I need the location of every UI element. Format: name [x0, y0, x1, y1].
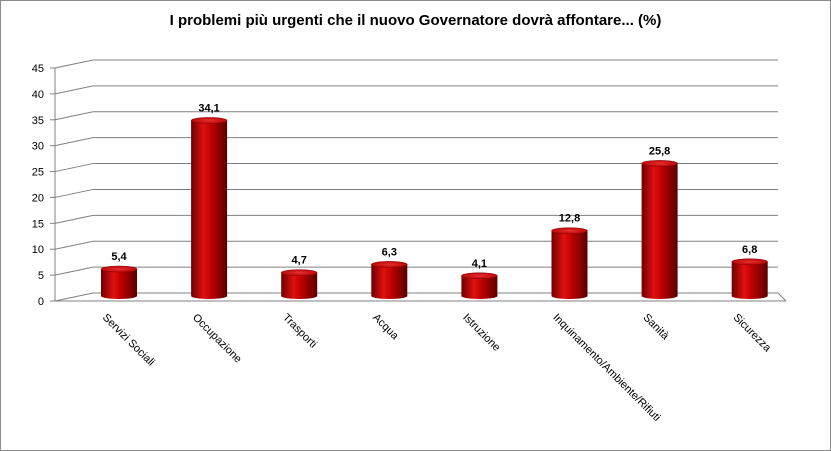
bar-top [731, 258, 768, 266]
y-tick-label: 5 [38, 270, 44, 282]
gridline-side [54, 240, 94, 250]
gridline-side [54, 111, 94, 121]
bar-top [100, 265, 138, 273]
data-label: 12,8 [559, 213, 580, 225]
data-label: 4,1 [472, 258, 487, 270]
bar-body [101, 269, 137, 299]
bar-6 [551, 227, 588, 299]
x-tick-label: Inquinamento/Ambiente/Rifiuti [550, 312, 662, 424]
x-tick-label: Trasporti [280, 312, 319, 351]
gridline-side [54, 214, 94, 224]
x-tick-label: Occupazione [190, 312, 244, 366]
data-label: 25,8 [649, 145, 670, 157]
gridline-side [54, 266, 94, 276]
bar-body [371, 264, 408, 299]
bar-top [190, 117, 228, 124]
x-tick-label: Istruzione [460, 312, 502, 354]
y-tick-label: 30 [32, 141, 44, 153]
gridline-side [54, 85, 94, 95]
data-label: 4,7 [292, 255, 307, 267]
bar-body [731, 261, 768, 299]
data-label: 6,8 [742, 244, 757, 256]
data-label: 34,1 [198, 102, 219, 114]
bar-8 [731, 258, 768, 299]
bar-7 [641, 160, 678, 299]
gridline-side [54, 188, 94, 198]
gridline-side [54, 163, 94, 173]
gridline-side [54, 292, 94, 302]
bar-3 [280, 269, 318, 299]
x-tick-label: Acqua [370, 312, 401, 343]
y-tick-label: 25 [32, 167, 44, 179]
bar-1 [100, 265, 138, 299]
data-label: 5,4 [111, 251, 127, 263]
gridline-side [54, 137, 94, 147]
x-tick-label: Sicurezza [731, 312, 774, 355]
y-tick-label: 20 [32, 192, 44, 204]
floor-right-edge [777, 292, 787, 302]
bar-body [551, 230, 588, 299]
y-tick-label: 40 [32, 89, 44, 101]
x-tick-label: Sanità [640, 312, 671, 343]
y-tick-label: 15 [32, 218, 44, 230]
bar-top [280, 269, 318, 276]
bar-body [641, 163, 678, 299]
bar-body [191, 120, 228, 299]
y-tick-label: 10 [32, 244, 44, 256]
y-tick-label: 0 [38, 296, 44, 308]
chart-title: I problemi più urgenti che il nuovo Gove… [169, 12, 662, 29]
x-tick-label: Servizi Sociali [100, 312, 157, 369]
bar-2 [190, 117, 228, 299]
bar-body [461, 275, 498, 299]
bar-top [461, 272, 498, 280]
bar-body [281, 272, 318, 299]
bar-top [551, 227, 588, 234]
bar-5 [461, 272, 498, 299]
y-tick-label: 45 [32, 63, 44, 75]
gridline-side [54, 59, 94, 69]
data-label: 6,3 [382, 246, 397, 258]
y-tick-label: 35 [32, 115, 44, 127]
bar-4 [371, 261, 408, 299]
bar-top [371, 261, 408, 268]
bar-top [641, 160, 678, 167]
